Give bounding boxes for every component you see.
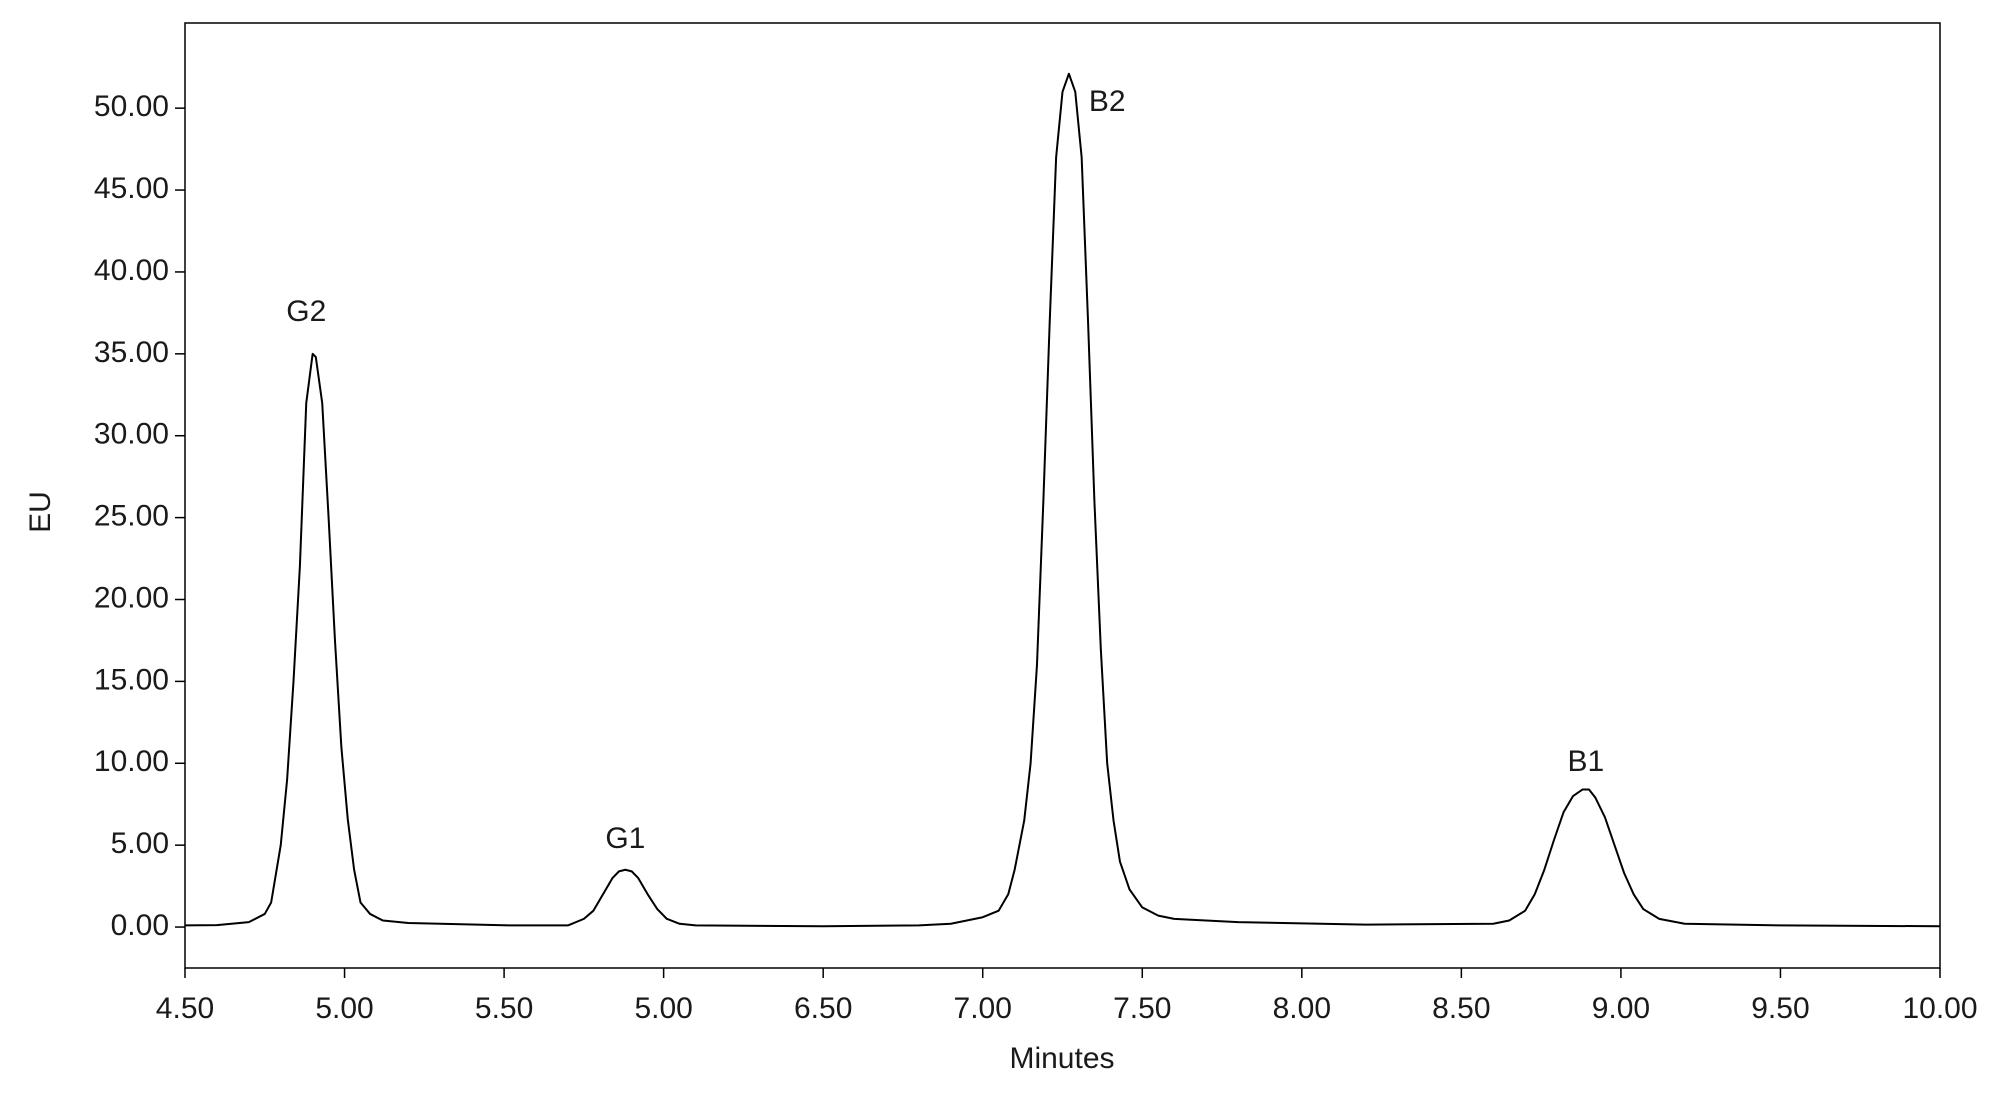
x-tick-label: 10.00 [1902,992,1977,1025]
peak-label: G2 [286,295,326,328]
y-tick-label: 5.00 [111,827,169,860]
y-axis-label: EU [24,491,57,533]
y-tick-label: 35.00 [94,336,169,369]
x-tick-label: 6.50 [794,992,852,1025]
y-tick-label: 30.00 [94,418,169,451]
y-tick-label: 45.00 [94,172,169,205]
peak-label: B2 [1089,85,1126,118]
x-tick-label: 7.50 [1113,992,1171,1025]
y-tick-label: 0.00 [111,909,169,942]
y-tick-label: 40.00 [94,254,169,287]
y-tick-label: 10.00 [94,745,169,778]
y-tick-label: 15.00 [94,663,169,696]
peak-label: G1 [605,822,645,855]
x-tick-label: 5.50 [475,992,533,1025]
x-tick-label: 9.00 [1592,992,1650,1025]
x-axis-label: Minutes [1009,1042,1114,1075]
x-tick-label: 8.00 [1273,992,1331,1025]
x-tick-label: 7.00 [954,992,1012,1025]
y-tick-label: 25.00 [94,500,169,533]
x-tick-label: 5.00 [315,992,373,1025]
x-tick-label: 5.00 [634,992,692,1025]
y-tick-label: 50.00 [94,90,169,123]
y-tick-label: 20.00 [94,581,169,614]
x-tick-label: 8.50 [1432,992,1490,1025]
x-tick-label: 9.50 [1751,992,1809,1025]
x-tick-label: 4.50 [156,992,214,1025]
plot-frame [184,22,1941,969]
chromatogram-line [184,72,1941,928]
peak-label: B1 [1567,745,1604,778]
